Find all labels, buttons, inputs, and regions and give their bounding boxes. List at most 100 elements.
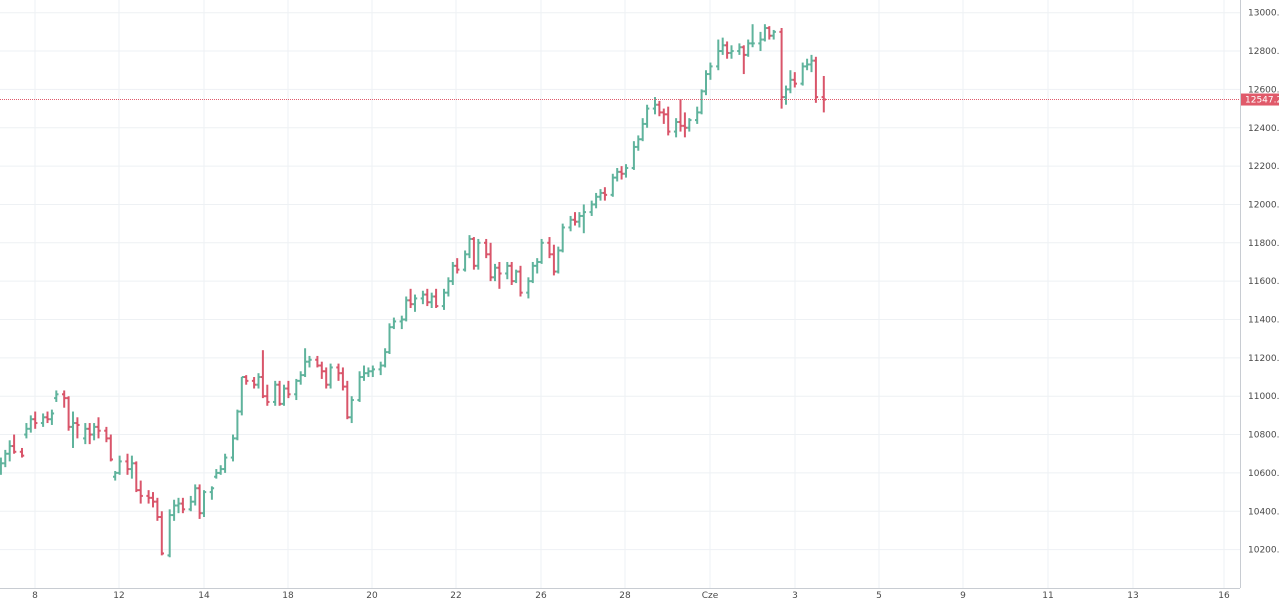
- x-tick-label: 12: [113, 591, 124, 601]
- ohlc-bar: [746, 39, 751, 57]
- ohlc-bar: [117, 455, 122, 475]
- ohlc-bar: [666, 106, 671, 136]
- ohlc-bar: [716, 39, 721, 71]
- ohlc-bar: [623, 164, 629, 178]
- ohlc-bar: [54, 390, 59, 402]
- ohlc-bar: [488, 242, 493, 282]
- ohlc-bar: [779, 28, 784, 109]
- ohlc-bar: [556, 246, 561, 274]
- ohlc-bar: [273, 380, 278, 406]
- ohlc-bar: [615, 168, 620, 182]
- ohlc-bar: [294, 378, 299, 401]
- ohlc-bar: [462, 250, 468, 272]
- ohlc-bar: [758, 31, 763, 52]
- ohlc-bar: [518, 265, 523, 297]
- ohlc-bar: [235, 409, 240, 441]
- y-tick-label: 11600.0: [1248, 277, 1280, 287]
- y-tick-label: 13000.0: [1248, 9, 1280, 19]
- ohlc-bar: [631, 141, 637, 170]
- ohlc-bar: [298, 371, 303, 385]
- ohlc-bar: [497, 261, 502, 289]
- ohlc-bar: [45, 411, 50, 424]
- ohlc-bar: [125, 453, 130, 475]
- ohlc-bar: [695, 106, 700, 124]
- ohlc-bar: [349, 396, 354, 424]
- ohlc-bar: [180, 497, 186, 514]
- ohlc-bar: [66, 396, 71, 431]
- ohlc-bar: [467, 235, 472, 259]
- y-tick-label: 12800.0: [1248, 47, 1280, 57]
- y-tick-label: 12600.0: [1248, 85, 1280, 95]
- ohlc-bar: [315, 355, 320, 368]
- ohlc-bar: [513, 269, 519, 284]
- ohlc-bar: [244, 375, 249, 385]
- ohlc-bar: [146, 490, 151, 504]
- ohlc-bar: [75, 417, 80, 439]
- last-price-label: 12547.2: [1245, 96, 1280, 106]
- x-tick-label: 28: [619, 591, 631, 601]
- ohlc-bar: [455, 258, 460, 274]
- ohlc-bar: [560, 223, 565, 253]
- x-tick-label: Cze: [702, 591, 719, 601]
- ohlc-bar: [640, 118, 645, 142]
- x-tick-label: 13: [1127, 591, 1138, 601]
- x-tick-label: 8: [32, 591, 38, 601]
- x-tick-label: 18: [282, 591, 294, 601]
- y-tick-label: 12400.0: [1248, 124, 1280, 134]
- ohlc-bar: [484, 238, 489, 259]
- ohlc-bar: [155, 497, 160, 521]
- x-tick-label: 3: [792, 591, 798, 601]
- ohlc-bar: [134, 461, 139, 493]
- x-tick-label: 22: [450, 591, 461, 601]
- ohlc-bar: [547, 237, 552, 259]
- ohlc-bar: [577, 212, 582, 228]
- ohlc-bar: [687, 118, 692, 132]
- ohlc-bar: [673, 118, 679, 138]
- ohlc-bar: [821, 75, 826, 113]
- ohlc-bar: [3, 449, 8, 468]
- ohlc-bar: [11, 434, 17, 454]
- y-tick-label: 10200.0: [1248, 546, 1280, 556]
- ohlc-bar: [340, 367, 346, 391]
- x-tick-label: 9: [960, 591, 966, 601]
- ohlc-bar: [378, 361, 383, 376]
- ohlc-bar: [87, 423, 92, 445]
- ohlc-bar: [0, 457, 4, 475]
- x-tick-label: 11: [1042, 591, 1053, 601]
- ohlc-bar: [214, 469, 219, 479]
- ohlc-bar: [568, 215, 573, 232]
- ohlc-bar: [598, 189, 603, 201]
- ohlc-bar: [589, 200, 594, 216]
- ohlc-bar: [345, 380, 350, 420]
- ohlc-bar: [703, 70, 709, 96]
- ohlc-bar: [108, 434, 113, 462]
- ohlc-bar: [302, 348, 308, 378]
- ohlc-bar: [636, 135, 641, 151]
- y-tick-label: 10800.0: [1248, 431, 1280, 441]
- y-tick-label: 10400.0: [1248, 507, 1280, 517]
- ohlc-bar: [366, 367, 371, 378]
- ohlc-bar: [218, 465, 223, 475]
- ohlc-bar: [412, 294, 418, 312]
- ohlc-bar: [729, 45, 734, 59]
- grid: [0, 0, 1240, 588]
- ohlc-bar: [40, 413, 46, 427]
- ohlc-bar: [425, 288, 430, 307]
- ohlc-bar: [581, 204, 586, 234]
- ohlc-bar: [113, 470, 118, 481]
- ohlc-bar: [324, 367, 329, 389]
- x-tick-label: 26: [535, 591, 547, 601]
- ohlc-bar: [762, 24, 768, 42]
- ohlc-bar: [24, 423, 29, 439]
- ohlc-bar: [171, 499, 177, 521]
- ohlc-bar: [33, 411, 38, 429]
- ohlc-bar: [446, 277, 451, 297]
- ohlc-bar: [399, 315, 404, 330]
- price-bars: [0, 24, 826, 558]
- ohlc-bar: [188, 495, 193, 512]
- ohlc-bar: [336, 363, 341, 381]
- ohlc-bar: [429, 292, 434, 308]
